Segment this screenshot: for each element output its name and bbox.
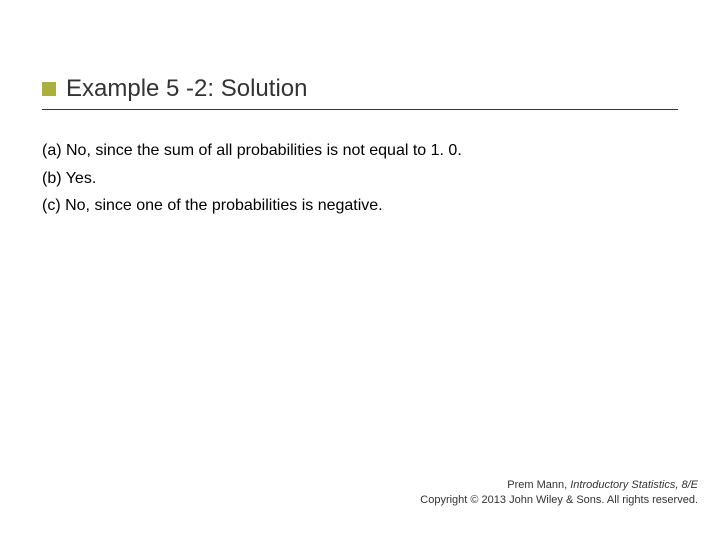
title-row: Example 5 -2: Solution [42, 75, 678, 110]
footer-book-title: Introductory Statistics, 8/E [570, 479, 698, 491]
slide-container: Example 5 -2: Solution (a) No, since the… [0, 0, 720, 540]
slide-title: Example 5 -2: Solution [66, 75, 307, 103]
footer-copyright: Copyright © 2013 John Wiley & Sons. All … [420, 493, 698, 508]
footer: Prem Mann, Introductory Statistics, 8/E … [420, 478, 698, 508]
body-line-a: (a) No, since the sum of all probabiliti… [42, 138, 678, 164]
footer-author: Prem Mann, [507, 479, 570, 491]
body-line-c: (c) No, since one of the probabilities i… [42, 193, 678, 219]
body-line-b: (b) Yes. [42, 166, 678, 192]
body-content: (a) No, since the sum of all probabiliti… [42, 138, 678, 219]
footer-attribution: Prem Mann, Introductory Statistics, 8/E [420, 478, 698, 493]
bullet-square-icon [42, 82, 56, 96]
